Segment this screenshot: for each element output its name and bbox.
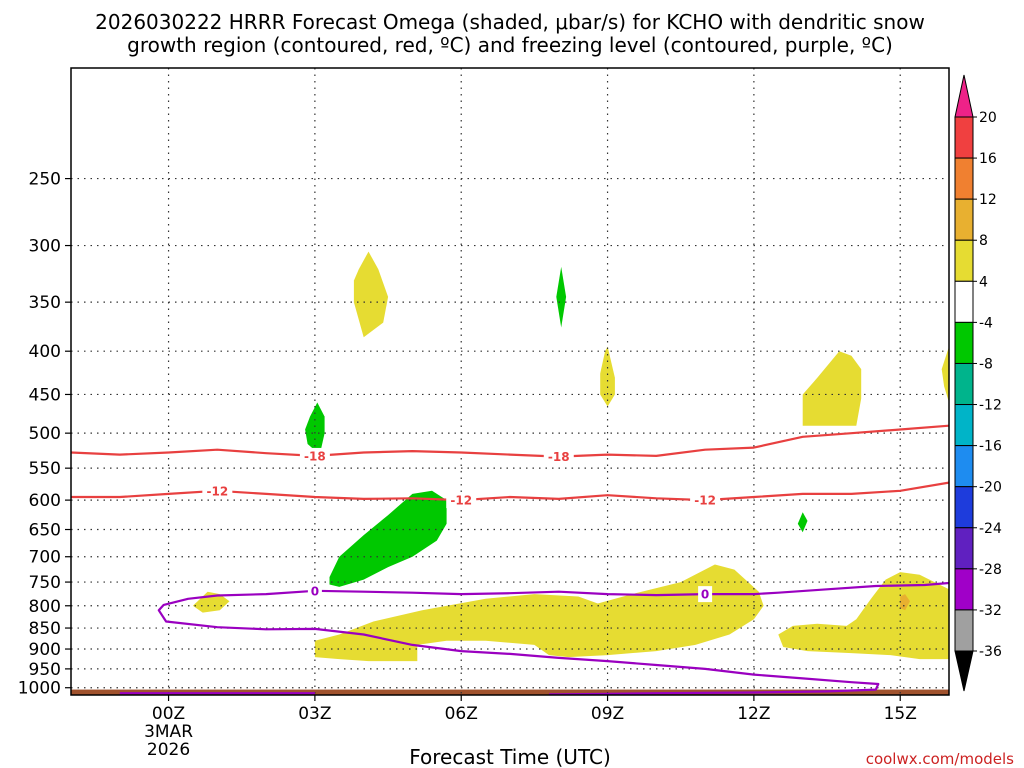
- omega-region-yellow-upper-1: [353, 251, 389, 338]
- contour-label-bg-dgz-minus18: [543, 448, 574, 465]
- colorbar-label--36: -36: [979, 644, 1002, 660]
- colorbar-bin-20: [954, 116, 974, 159]
- contour-label-bg-dgz-minus12: [690, 492, 721, 509]
- colorbar-label--28: -28: [979, 562, 1002, 578]
- colorbar-label--4: -4: [979, 315, 993, 331]
- contours: [71, 424, 949, 695]
- omega-region-green-640: [797, 512, 808, 533]
- chart-title-line2: growth region (contoured, red, ºC) and f…: [127, 33, 893, 57]
- y-tick-label-500: 500: [29, 424, 61, 444]
- colorbar-label-4: 4: [979, 274, 988, 290]
- y-tick-label-650: 650: [29, 521, 61, 541]
- omega-region-green-large: [329, 490, 447, 587]
- colorbar-top-arrow: [954, 74, 974, 118]
- colorbar-bin--16: [954, 445, 974, 488]
- colorbar-label-8: 8: [979, 233, 988, 249]
- colorbar-label-12: 12: [979, 192, 997, 208]
- colorbar-bin-12: [954, 198, 974, 241]
- omega-region-green-500: [305, 402, 325, 455]
- colorbar-label--24: -24: [979, 521, 1002, 537]
- contour-label-dgz-minus12: -12: [694, 494, 716, 508]
- y-tick-label-250: 250: [29, 170, 61, 190]
- x-tick-label-06Z: 06Z: [445, 704, 478, 724]
- y-tick-label-1000: 1000: [18, 679, 61, 699]
- contour-label-freezing-level-0: 0: [311, 584, 319, 598]
- x-tick-label-00Z: 00Z: [152, 704, 185, 724]
- y-tick-label-550: 550: [29, 459, 61, 479]
- terrain-fill: [71, 689, 949, 695]
- credit-link[interactable]: coolwx.com/models: [866, 750, 1014, 768]
- colorbar-bin--8: [954, 362, 974, 406]
- x-axis-label: Forecast Time (UTC): [409, 745, 611, 768]
- y-tick-label-450: 450: [29, 385, 61, 405]
- colorbar-label-20: 20: [979, 110, 997, 126]
- contour-label-dgz-minus18: -18: [548, 450, 570, 464]
- plot-frame: [70, 67, 950, 696]
- y-tick-label-800: 800: [29, 597, 61, 617]
- omega-region-yellow-upper-4: [941, 346, 949, 403]
- x-tick-label-03Z: 03Z: [298, 704, 331, 724]
- contour-label-freezing-level-0: 0: [701, 588, 709, 602]
- terrain: [71, 689, 949, 695]
- x-tick-label-09Z: 09Z: [591, 704, 624, 724]
- contour-label-dgz-minus18: -18: [304, 449, 326, 463]
- x-tick-label-12Z: 12Z: [737, 704, 770, 724]
- y-tick-label-750: 750: [29, 573, 61, 593]
- omega-region-orange-core-right: [900, 594, 910, 611]
- omega-region-yellow-small-left: [192, 591, 230, 613]
- colorbar-bin-4: [954, 280, 974, 323]
- y-tick-label-850: 850: [29, 619, 61, 639]
- y-axis: 2503003504004505005506006507007508008509…: [18, 170, 71, 699]
- y-tick-label-350: 350: [29, 293, 61, 313]
- colorbar-bin--24: [954, 527, 974, 570]
- colorbar-bin--28: [954, 568, 974, 611]
- contour-label-bg-dgz-minus18: [299, 447, 330, 464]
- contour-label-bg-freezing-level-0: [307, 582, 322, 599]
- contour-label-dgz-minus12: -12: [450, 494, 472, 508]
- x-tick-label-15Z: 15Z: [884, 704, 917, 724]
- x-tick-date: 3MAR: [144, 722, 193, 742]
- y-tick-label-900: 900: [29, 640, 61, 660]
- contour-label-bg-dgz-minus12: [446, 492, 477, 509]
- contour-labels: -18 -18 -12 -12 -12 0 0: [202, 447, 721, 603]
- colorbar: 20 16 12 8 4 -4 -8 -12 -16 -20 -24 -28 -32 -36: [954, 74, 1002, 692]
- colorbar-bottom-arrow: [954, 650, 974, 692]
- contour-freezing-level-0: [157, 581, 949, 695]
- colorbar-bin--4: [954, 321, 974, 364]
- contour-label-bg-freezing-level-0: [698, 586, 713, 603]
- y-tick-label-600: 600: [29, 491, 61, 511]
- colorbar-bin-8: [954, 239, 974, 282]
- colorbar-bin--32: [954, 609, 974, 652]
- colorbar-bin-16: [954, 157, 974, 200]
- omega-region-yellow-upper-2: [600, 346, 615, 407]
- omega-shading: [192, 251, 949, 662]
- colorbar-label--32: -32: [979, 603, 1002, 619]
- omega-region-yellow-lower-main: [314, 564, 764, 662]
- colorbar-label--8: -8: [979, 356, 993, 372]
- omega-region-yellow-lower-right: [778, 572, 949, 660]
- omega-region-yellow-upper-3: [802, 351, 862, 426]
- colorbar-label--20: -20: [979, 480, 1002, 496]
- y-tick-label-950: 950: [29, 660, 61, 680]
- colorbar-label--16: -16: [979, 439, 1002, 455]
- chart-title-line1: 2026030222 HRRR Forecast Omega (shaded, …: [95, 10, 925, 34]
- contour-label-bg-dgz-minus12: [202, 482, 233, 499]
- colorbar-label--12: -12: [979, 398, 1002, 414]
- y-tick-label-700: 700: [29, 548, 61, 568]
- contour-label-dgz-minus12: -12: [206, 484, 228, 498]
- x-tick-year: 2026: [147, 740, 190, 760]
- omega-region-green-upper: [556, 266, 567, 328]
- y-tick-label-400: 400: [29, 342, 61, 362]
- colorbar-bin--12: [954, 404, 974, 447]
- grid: [71, 68, 949, 695]
- colorbar-bin--20: [954, 486, 974, 529]
- contour-dgz-minus18: [71, 424, 949, 458]
- colorbar-label-16: 16: [979, 151, 997, 167]
- y-tick-label-300: 300: [29, 237, 61, 257]
